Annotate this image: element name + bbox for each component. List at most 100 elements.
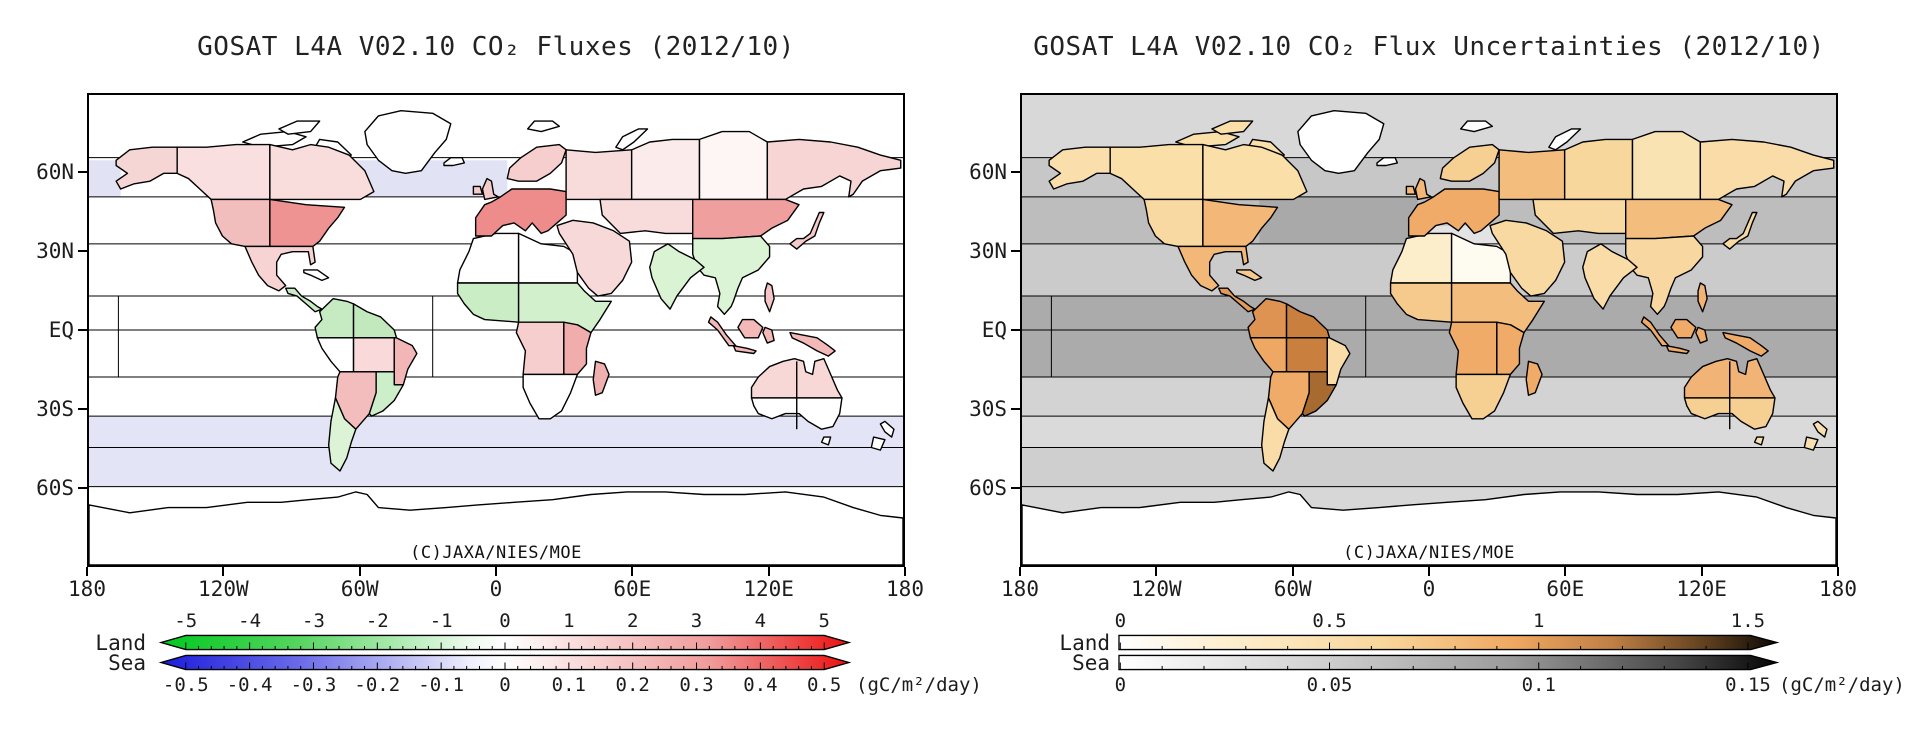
region-indonesia [1696,327,1707,343]
land-scale-tick-label: 2 [626,610,639,632]
region-middle_east [557,220,632,296]
lon-tick-mark [1019,567,1021,576]
sea-scale-label: Sea [108,651,146,675]
lat-tick-label: 60S [36,476,74,500]
sea-scale-tick-label: 0.3 [679,674,714,696]
sea-scale-tick-label: 0.15 [1725,674,1771,696]
region-sa_se [1302,372,1336,416]
region-indonesia [763,327,774,343]
sea-scale-tick-label: 0.2 [615,674,650,696]
region-af_s [1456,374,1510,418]
region-madagascar [1526,361,1542,395]
region-central_asia [600,199,693,233]
region-mexico [245,246,315,290]
lon-tick-label: 120W [198,577,249,601]
region-patagonia [329,398,356,471]
land-scale-tick-label: 1.5 [1730,610,1766,632]
region-svalbard [1461,121,1493,131]
world-map-fluxes [89,95,903,565]
region-iceland [444,158,464,166]
lon-tick-label: 60E [1546,577,1585,601]
map-uncertainties-frame: (C)JAXA/NIES/MOE [1020,93,1838,567]
land-scale-tick-label: 3 [690,610,703,632]
lat-tick-mark [1011,408,1020,410]
sea-scale-tick-label: -0.1 [418,674,465,696]
lon-tick-label: 180 [886,577,924,601]
sea-scale-tick-label: -0.3 [290,674,337,696]
land-scale-tick-label: 0 [1114,610,1127,632]
region-india [1583,244,1637,309]
region-central_asia [1533,199,1626,233]
region-indonesia [1642,317,1669,346]
lat-tick-label: 60N [969,160,1007,184]
lon-tick-label: 120W [1131,577,1182,601]
region-india [650,244,704,309]
region-uk [473,186,482,194]
lat-tick-mark [1011,171,1020,173]
sea-scale-tick-label: -0.2 [354,674,401,696]
land-scale-tick-label: -3 [302,610,325,632]
region-siberia_east [1700,139,1833,199]
panel-title: GOSAT L4A V02.10 CO₂ Fluxes (2012/10) [197,32,795,63]
region-indonesia [1666,346,1689,354]
lon-tick-mark [1564,567,1567,576]
land-scale-tick-label: 0 [499,610,511,632]
region-arctic_islands [279,121,320,134]
sea-colorbar [161,655,849,670]
lon-tick-label: 0 [489,577,503,601]
region-uk [1415,179,1431,200]
lat-tick-label: 60N [36,160,74,184]
land-scale-tick-label: -5 [174,610,198,632]
lat-tick-label: 30S [969,397,1007,421]
sea-scale-label: Sea [1072,651,1110,675]
region-tasmania [822,437,831,445]
panel-co2-fluxes: GOSAT L4A V02.10 CO₂ Fluxes (2012/10) (C… [36,32,982,696]
region-middle_east [1490,220,1565,296]
lat-tick-label: 30S [36,397,74,421]
unit-label: (gC/m²/day) [856,674,982,696]
sea-scale-tick-label: 0.1 [551,674,587,696]
lon-tick-mark [767,567,770,576]
panel-title: GOSAT L4A V02.10 CO₂ Flux Uncertainties … [1033,32,1825,63]
lon-tick-label: 0 [1422,577,1436,601]
land-scale-tick-label: 4 [754,610,767,632]
lat-tick-label: 60S [969,476,1007,500]
region-china_se_asia [1626,236,1703,314]
region-philippines [765,283,774,312]
region-canada_east [1203,145,1307,200]
colorbar-fluxes: Land Sea (gC/m²/day) -5 -4 -3 -2 -1 0 1 2 3 4 5 -0.… [95,610,982,696]
region-cuba [304,270,329,280]
land-scale-label: Land [1059,631,1110,655]
sea-scale-tick-label: 0 [499,674,511,696]
land-scale-tick-label: -4 [238,610,262,632]
credit-label: (C)JAXA/NIES/MOE [410,543,582,563]
lat-tick-label: 30N [36,239,74,263]
lat-tick-mark [1011,329,1020,331]
region-indonesia [1671,320,1696,338]
lon-tick-label: 180 [1001,577,1039,601]
sea-scale-tick-label: 0.05 [1306,674,1353,696]
region-svalbard [528,121,560,131]
land-scale-tick-label: 1 [1533,610,1545,632]
lat-tick-mark [78,487,87,489]
lon-tick-mark [1700,567,1703,576]
region-greenland [365,111,451,174]
region-europe [1409,189,1499,236]
region-new_zealand [1804,437,1818,450]
land-colorbar [161,635,849,650]
region-indonesia [709,317,736,346]
colorbar-uncertainties: Land Sea (gC/m²/day) 0 0.5 1 1.5 0 0.05 0.1 0.1… [933,0,1920,750]
lat-tick-mark [78,408,87,410]
sea-scale-tick-label: 0.5 [807,674,842,696]
land-scale-tick-label: 0.5 [1312,610,1347,632]
region-china_se_asia [693,236,770,314]
region-alaska [1049,147,1110,189]
lat-tick-label: 30N [969,239,1007,263]
sea-scale-tick-label: 0.1 [1521,674,1556,696]
credit-label: (C)JAXA/NIES/MOE [1343,543,1515,563]
region-alaska [116,147,177,189]
map-fluxes-frame: (C)JAXA/NIES/MOE [87,93,905,567]
region-new_zealand [1813,421,1827,437]
lon-tick-label: 60W [340,577,379,601]
lon-tick-mark [1291,567,1294,576]
